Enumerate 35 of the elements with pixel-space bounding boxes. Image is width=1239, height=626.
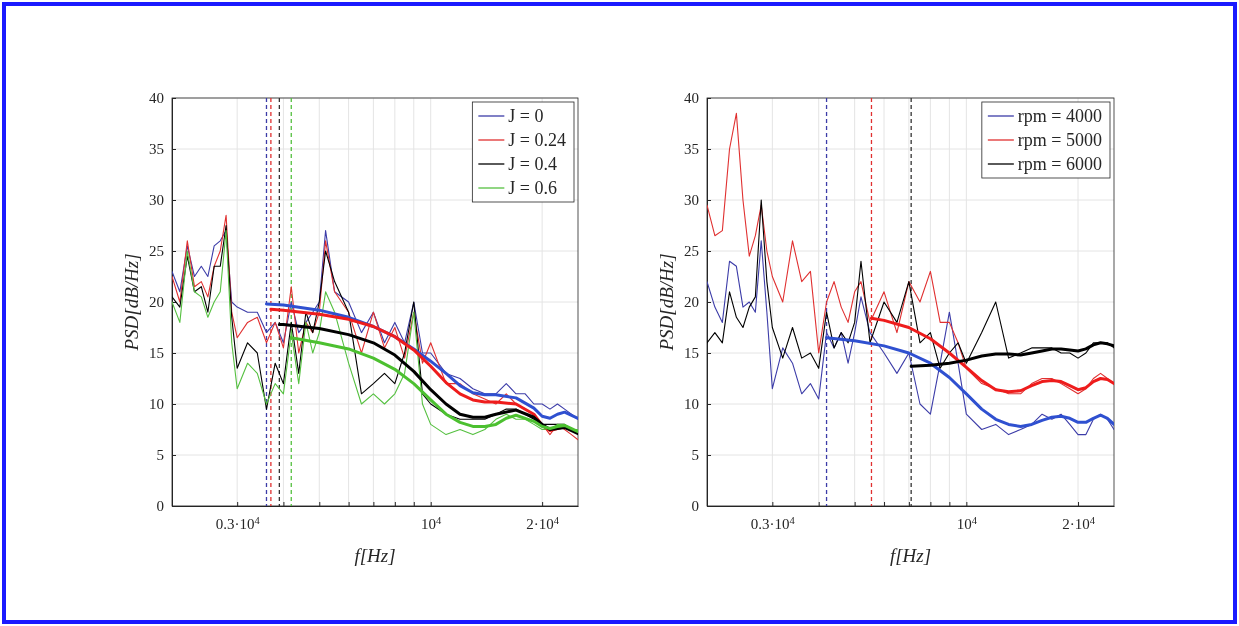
y-tick-label: 0 [156, 498, 164, 515]
y-axis-title: PSD[dB/Hz] [121, 253, 142, 352]
x-axis-title: f[Hz] [889, 545, 932, 566]
x-tick-label: 10$^{4}$ [956, 514, 978, 532]
x-tick-label: 0.3·10$^{4}$ [750, 514, 796, 532]
y-tick-label: 10 [149, 396, 164, 413]
legend-label: J = 0.4 [508, 154, 557, 175]
y-tick-label: 30 [684, 192, 699, 209]
x-tick-label: 0.3·10$^{4}$ [215, 514, 261, 532]
y-tick-label: 0 [691, 498, 699, 515]
legend-label: rpm = 6000 [1017, 154, 1102, 175]
legend-label: J = 0 [508, 106, 544, 127]
y-tick-label: 20 [149, 294, 164, 311]
y-tick-label: 5 [156, 447, 164, 464]
x-tick-label: 2·10$^{4}$ [526, 514, 560, 532]
y-tick-label: 15 [149, 345, 164, 362]
x-tick-label: 2·10$^{4}$ [1062, 514, 1096, 532]
y-tick-label: 15 [684, 345, 699, 362]
y-tick-label: 35 [684, 141, 699, 158]
legend-label: rpm = 5000 [1017, 130, 1102, 151]
y-tick-label: 30 [149, 192, 164, 209]
y-tick-label: 5 [691, 447, 699, 464]
y-tick-label: 40 [149, 90, 164, 107]
legend-label: rpm = 4000 [1017, 106, 1102, 127]
y-tick-label: 40 [684, 90, 699, 107]
x-axis-title: f[Hz] [354, 545, 396, 566]
legend-label: J = 0.24 [508, 130, 566, 151]
y-tick-label: 35 [149, 141, 164, 158]
y-tick-label: 25 [684, 243, 699, 260]
y-axis-title: PSD[dB/Hz] [656, 253, 677, 352]
y-tick-label: 20 [684, 294, 699, 311]
y-tick-label: 25 [149, 243, 164, 260]
y-tick-label: 10 [684, 396, 699, 413]
x-tick-label: 10$^{4}$ [421, 514, 443, 532]
legend-label: J = 0.6 [508, 178, 557, 199]
